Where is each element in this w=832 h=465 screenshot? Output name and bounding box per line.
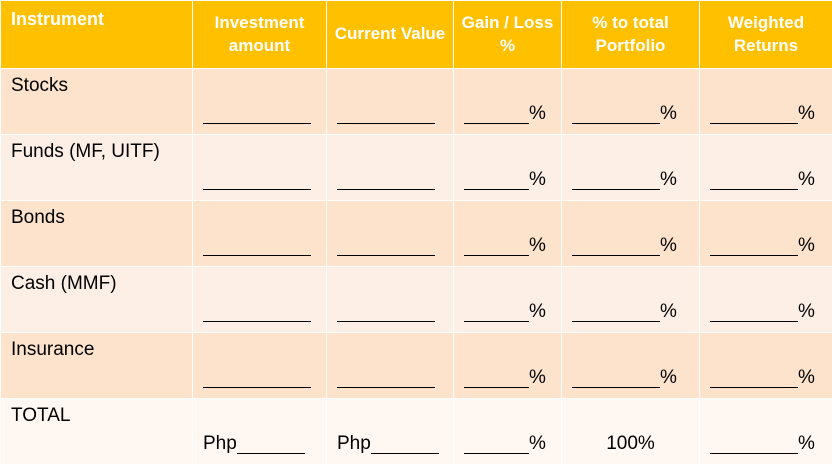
- total-label: TOTAL: [1, 399, 193, 465]
- row-label: Funds (MF, UITF): [1, 135, 193, 201]
- percent-sign: %: [529, 368, 546, 388]
- percent-sign: %: [529, 302, 546, 322]
- header-current-value: Current Value: [327, 1, 454, 69]
- header-row: Instrument Investment amount Current Val…: [1, 1, 832, 69]
- investment-amount-blank[interactable]: [203, 170, 311, 190]
- current-value-blank[interactable]: [337, 104, 435, 124]
- gain-loss-blank[interactable]: [464, 368, 529, 388]
- table-row-total: TOTAL Php Php % 100% %: [1, 399, 832, 465]
- investment-amount-blank[interactable]: [203, 368, 311, 388]
- table-row-cash: Cash (MMF) % % %: [1, 267, 832, 333]
- percent-sign: %: [798, 104, 815, 124]
- weighted-returns-blank[interactable]: [710, 170, 798, 190]
- weighted-returns-blank[interactable]: [710, 302, 798, 322]
- total-current-value-blank[interactable]: [371, 434, 439, 454]
- row-label: Insurance: [1, 333, 193, 399]
- total-portfolio-value: 100%: [606, 434, 655, 454]
- percent-sign: %: [660, 104, 677, 124]
- investment-amount-blank[interactable]: [203, 236, 311, 256]
- total-gain-loss-blank[interactable]: [464, 434, 529, 454]
- table-row-insurance: Insurance % % %: [1, 333, 832, 399]
- investment-amount-blank[interactable]: [203, 104, 311, 124]
- percent-sign: %: [798, 368, 815, 388]
- header-investment-amount: Investment amount: [193, 1, 327, 69]
- percent-sign: %: [660, 236, 677, 256]
- gain-loss-blank[interactable]: [464, 236, 529, 256]
- row-label: Stocks: [1, 69, 193, 135]
- percent-sign: %: [529, 104, 546, 124]
- portfolio-percent-blank[interactable]: [572, 302, 660, 322]
- current-value-blank[interactable]: [337, 368, 435, 388]
- gain-loss-blank[interactable]: [464, 170, 529, 190]
- table-row-funds: Funds (MF, UITF) % % %: [1, 135, 832, 201]
- percent-sign: %: [529, 434, 546, 454]
- table-row-stocks: Stocks % % %: [1, 69, 832, 135]
- header-gain-loss: Gain / Loss %: [454, 1, 562, 69]
- portfolio-percent-blank[interactable]: [572, 170, 660, 190]
- percent-sign: %: [660, 302, 677, 322]
- header-percent-portfolio: % to total Portfolio: [562, 1, 700, 69]
- investment-amount-blank[interactable]: [203, 302, 311, 322]
- current-value-blank[interactable]: [337, 236, 435, 256]
- weighted-returns-blank[interactable]: [710, 368, 798, 388]
- table-row-bonds: Bonds % % %: [1, 201, 832, 267]
- weighted-returns-blank[interactable]: [710, 104, 798, 124]
- percent-sign: %: [660, 170, 677, 190]
- portfolio-percent-blank[interactable]: [572, 104, 660, 124]
- current-value-blank[interactable]: [337, 170, 435, 190]
- gain-loss-blank[interactable]: [464, 302, 529, 322]
- portfolio-percent-blank[interactable]: [572, 236, 660, 256]
- percent-sign: %: [798, 302, 815, 322]
- php-prefix: Php: [203, 434, 237, 454]
- header-instrument: Instrument: [1, 1, 193, 69]
- percent-sign: %: [798, 170, 815, 190]
- portfolio-percent-blank[interactable]: [572, 368, 660, 388]
- php-prefix: Php: [337, 434, 371, 454]
- row-label: Bonds: [1, 201, 193, 267]
- total-weighted-returns-blank[interactable]: [710, 434, 798, 454]
- weighted-returns-blank[interactable]: [710, 236, 798, 256]
- total-investment-blank[interactable]: [237, 434, 305, 454]
- gain-loss-blank[interactable]: [464, 104, 529, 124]
- row-label: Cash (MMF): [1, 267, 193, 333]
- percent-sign: %: [529, 170, 546, 190]
- current-value-blank[interactable]: [337, 302, 435, 322]
- percent-sign: %: [529, 236, 546, 256]
- header-weighted-returns: Weighted Returns: [700, 1, 832, 69]
- percent-sign: %: [798, 236, 815, 256]
- percent-sign: %: [798, 434, 815, 454]
- percent-sign: %: [660, 368, 677, 388]
